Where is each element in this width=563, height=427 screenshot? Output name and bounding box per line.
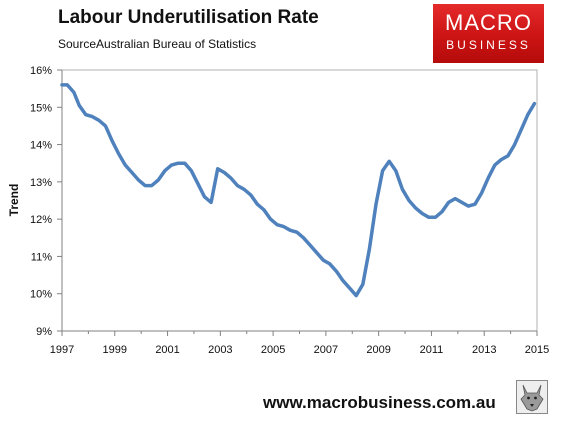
x-tick-label: 2007 — [314, 344, 338, 356]
wolf-logo-icon-graphic — [520, 384, 544, 412]
y-tick-label: 10% — [30, 289, 52, 301]
x-tick-label: 2003 — [208, 344, 232, 356]
y-tick-label: 12% — [30, 214, 52, 226]
chart-source: SourceAustralian Bureau of Statistics — [58, 37, 257, 51]
x-tick-label: 2001 — [155, 344, 179, 356]
x-tick-label: 2015 — [525, 344, 549, 356]
y-tick-label: 15% — [30, 102, 52, 114]
website-url: www.macrobusiness.com.au — [263, 393, 496, 412]
y-tick-label: 11% — [31, 251, 52, 263]
x-tick-label: 2011 — [420, 344, 444, 356]
x-tick-label: 2009 — [366, 344, 390, 356]
y-axis-label: Trend — [7, 184, 21, 217]
y-tick-label: 14% — [30, 140, 52, 152]
y-tick-label: 9% — [36, 326, 52, 338]
chart-title: Labour Underutilisation Rate — [58, 7, 319, 28]
y-tick-label: 16% — [30, 65, 52, 77]
plot-area-frame — [61, 69, 538, 332]
wolf-logo-icon — [516, 380, 548, 414]
series-line-0 — [60, 83, 537, 298]
macro-business-logo: MACRO BUSINESS — [433, 4, 544, 63]
x-tick-label: 2013 — [472, 344, 496, 356]
x-tick-label: 1997 — [50, 344, 74, 356]
logo-line-2: BUSINESS — [446, 38, 531, 52]
logo-line-1: MACRO — [445, 10, 532, 35]
x-tick-label: 1999 — [103, 344, 127, 356]
x-tick-label: 2005 — [261, 344, 285, 356]
y-tick-label: 13% — [30, 177, 52, 189]
